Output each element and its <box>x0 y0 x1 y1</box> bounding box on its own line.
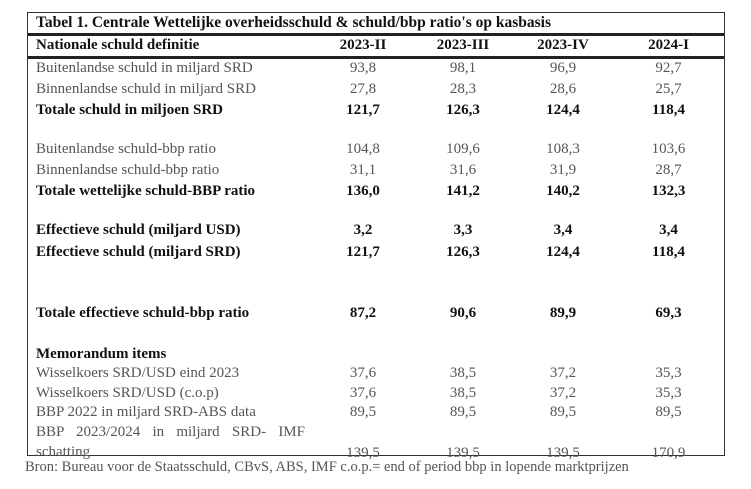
cell: 132,3 <box>651 183 686 199</box>
table-row-total: Totale wettelijke schuld-BBP ratio 136,0… <box>28 181 724 202</box>
cell: 170,9 <box>651 445 686 461</box>
source-footnote: Bron: Bureau voor de Staatsschuld, CBvS,… <box>25 459 629 475</box>
cell: 92,7 <box>655 60 682 77</box>
row-label: Binnenlandse schuld in miljard SRD <box>36 81 256 97</box>
cell: 108,3 <box>546 141 580 157</box>
row-label: BBP 2022 in miljard SRD-ABS data <box>36 404 256 420</box>
cell: 93,8 <box>349 60 377 77</box>
cell: 89,5 <box>549 404 577 420</box>
cell: 3,4 <box>553 222 573 238</box>
cell: 139,5 <box>346 445 380 461</box>
cell: 35,3 <box>655 365 682 381</box>
header-label: Nationale schuld definitie <box>28 34 313 59</box>
cell: 37,2 <box>549 365 577 381</box>
memo-row: Wisselkoers SRD/USD eind 2023 37,6 38,5 … <box>28 364 724 383</box>
row-label: Wisselkoers SRD/USD (c.o.p) <box>36 384 219 401</box>
cell: 139,5 <box>446 445 480 461</box>
table-row: Buitenlandse schuld in miljard SRD 93,8 … <box>28 57 724 79</box>
row-label: BBP 2023/2024 in miljard SRD- IMF schatt… <box>36 424 305 460</box>
cell: 31,9 <box>549 162 577 178</box>
spacer-row <box>28 121 724 139</box>
spacer-row <box>28 202 724 220</box>
row-label: Buitenlandse schuld in miljard SRD <box>36 60 253 77</box>
cell: 31,6 <box>449 162 477 178</box>
cell: 90,6 <box>449 305 477 321</box>
cell: 126,3 <box>446 102 480 118</box>
memo-row: BBP 2022 in miljard SRD-ABS data 89,5 89… <box>28 403 724 422</box>
table-row: Buitenlandse schuld-bbp ratio 104,8 109,… <box>28 139 724 160</box>
cell: 3,4 <box>659 222 678 238</box>
table-title: Tabel 1. Centrale Wettelijke overheidssc… <box>28 13 724 36</box>
cell: 89,5 <box>349 404 377 420</box>
cell: 104,8 <box>346 141 380 157</box>
cell: 139,5 <box>546 445 580 461</box>
cell: 28,3 <box>449 81 477 97</box>
cell: 89,5 <box>449 404 477 420</box>
cell: 3,3 <box>453 222 473 238</box>
table-row-total: Effectieve schuld (miljard SRD) 121,7 12… <box>28 241 724 263</box>
memo-heading: Memorandum items <box>36 345 167 362</box>
cell: 25,7 <box>655 81 682 97</box>
memo-row: Wisselkoers SRD/USD (c.o.p) 37,6 38,5 37… <box>28 383 724 403</box>
cell: 124,4 <box>546 243 580 260</box>
row-label: Effectieve schuld (miljard SRD) <box>36 243 241 260</box>
cell: 37,6 <box>349 384 377 401</box>
debt-table: Tabel 1. Centrale Wettelijke overheidssc… <box>28 13 724 463</box>
cell: 89,9 <box>549 305 577 321</box>
cell: 38,5 <box>449 365 477 381</box>
header-col: 2023-III <box>413 34 513 59</box>
cell: 103,6 <box>651 141 686 157</box>
cell: 35,3 <box>655 384 682 401</box>
header-col: 2023-IV <box>513 34 613 59</box>
table-header-row: Nationale schuld definitie 2023-II 2023-… <box>28 34 724 59</box>
cell: 87,2 <box>349 305 377 321</box>
header-col: 2023-II <box>313 34 413 59</box>
row-label: Totale wettelijke schuld-BBP ratio <box>36 183 256 199</box>
cell: 136,0 <box>346 183 380 199</box>
memo-heading-row: Memorandum items <box>28 344 724 364</box>
row-label: Binnenlandse schuld-bbp ratio <box>36 162 220 178</box>
cell: 118,4 <box>652 102 685 118</box>
table-row-total: Effectieve schuld (miljard USD) 3,2 3,3 … <box>28 220 724 241</box>
table-row: Binnenlandse schuld in miljard SRD 27,8 … <box>28 79 724 100</box>
debt-table-box: Tabel 1. Centrale Wettelijke overheidssc… <box>27 12 725 461</box>
table-row-total: Totale schuld in miljoen SRD 121,7 126,3… <box>28 100 724 121</box>
cell: 96,9 <box>549 60 577 77</box>
cell: 121,7 <box>346 243 380 260</box>
cell: 89,5 <box>655 404 682 420</box>
cell: 31,1 <box>349 162 377 178</box>
cell: 27,8 <box>349 81 377 97</box>
table-title-row: Tabel 1. Centrale Wettelijke overheidssc… <box>28 13 724 36</box>
cell: 28,6 <box>549 81 577 97</box>
row-label: Wisselkoers SRD/USD eind 2023 <box>36 365 240 381</box>
cell: 37,6 <box>349 365 377 381</box>
cell: 37,2 <box>549 384 577 401</box>
row-label: Totale schuld in miljoen SRD <box>36 102 223 118</box>
cell: 124,4 <box>546 102 580 118</box>
cell: 28,7 <box>655 162 682 178</box>
header-col: 2024-I <box>613 34 724 59</box>
row-label: Totale effectieve schuld-bbp ratio <box>36 305 250 321</box>
table-row-total: Totale effectieve schuld-bbp ratio 87,2 … <box>28 302 724 325</box>
cell: 69,3 <box>655 305 682 321</box>
cell: 141,2 <box>446 183 480 199</box>
cell: 109,6 <box>446 141 480 157</box>
memo-row: BBP 2023/2024 in miljard SRD- IMF schatt… <box>28 422 724 463</box>
spacer-row <box>28 263 724 302</box>
cell: 140,2 <box>546 183 580 199</box>
cell: 121,7 <box>346 102 380 118</box>
table-row: Binnenlandse schuld-bbp ratio 31,1 31,6 … <box>28 160 724 181</box>
cell: 3,2 <box>353 222 373 238</box>
row-label: Effectieve schuld (miljard USD) <box>36 222 241 238</box>
spacer-row <box>28 325 724 344</box>
cell: 118,4 <box>652 243 685 260</box>
cell: 38,5 <box>449 384 477 401</box>
cell: 98,1 <box>449 60 477 77</box>
cell: 126,3 <box>446 243 480 260</box>
row-label: Buitenlandse schuld-bbp ratio <box>36 141 216 157</box>
